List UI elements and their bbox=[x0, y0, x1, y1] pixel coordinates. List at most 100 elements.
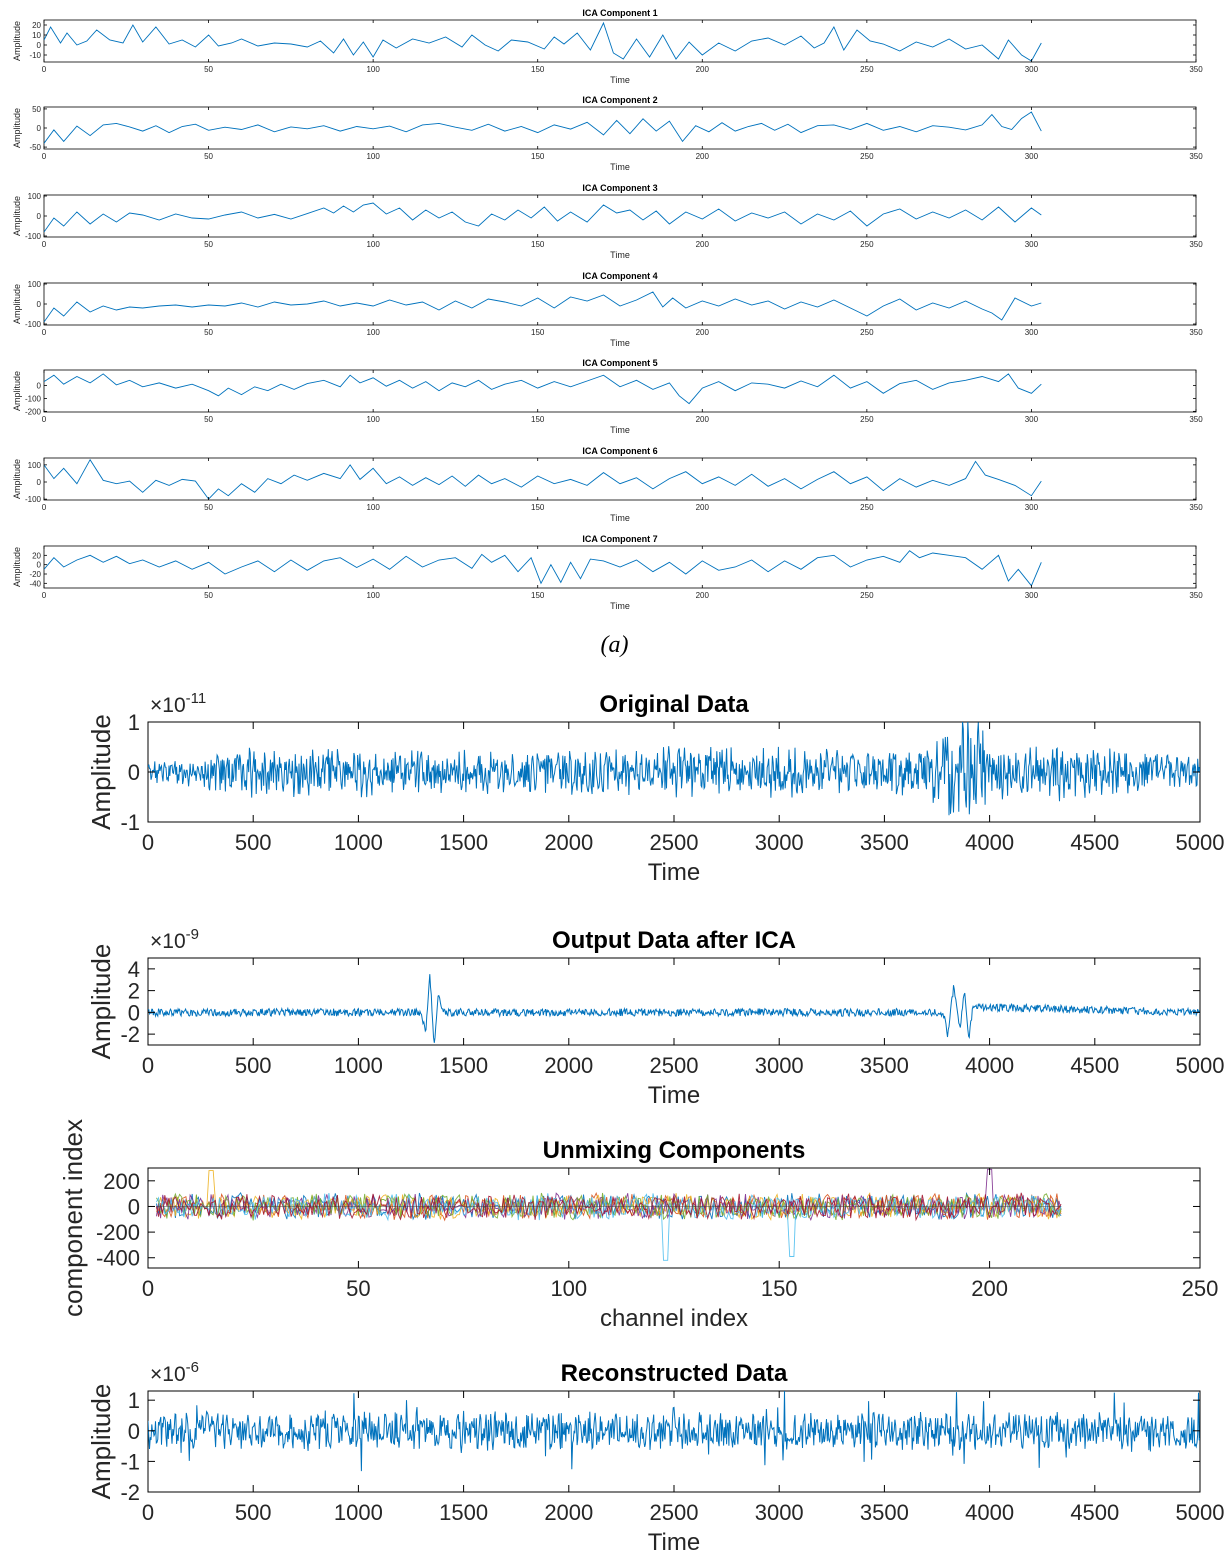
exponent-value: -11 bbox=[186, 690, 207, 707]
chart-title: ICA Component 4 bbox=[582, 271, 657, 281]
x-tick-label: 150 bbox=[761, 1276, 798, 1301]
x-tick-label: 50 bbox=[204, 152, 213, 161]
axes-box bbox=[43, 545, 1197, 589]
x-tick-label: 2500 bbox=[650, 1500, 699, 1525]
x-tick-label: 150 bbox=[531, 65, 545, 74]
x-axis-label: Time bbox=[648, 1082, 700, 1109]
x-tick-label: 100 bbox=[366, 591, 380, 600]
x-tick-label: 150 bbox=[531, 328, 545, 337]
x-tick-label: 2500 bbox=[650, 830, 699, 855]
x-tick-label: 2000 bbox=[544, 830, 593, 855]
x-tick-label: 1500 bbox=[439, 1053, 488, 1078]
series-line bbox=[44, 111, 1042, 144]
x-tick-label: 1000 bbox=[334, 1053, 383, 1078]
x-tick-label: 250 bbox=[860, 503, 874, 512]
axes-box bbox=[43, 369, 1197, 413]
x-tick-label: 350 bbox=[1189, 328, 1203, 337]
y-tick-label: 4 bbox=[128, 957, 140, 982]
chart-title: Output Data after ICA bbox=[552, 927, 796, 954]
x-tick-label: 150 bbox=[531, 503, 545, 512]
x-tick-label: 350 bbox=[1189, 240, 1203, 249]
x-tick-label: 3500 bbox=[860, 1500, 909, 1525]
y-tick-label: 1 bbox=[128, 710, 140, 735]
x-tick-label: 4000 bbox=[965, 830, 1014, 855]
x-tick-label: 0 bbox=[42, 591, 47, 600]
series-line bbox=[44, 21, 1042, 62]
x-tick-label: 200 bbox=[696, 415, 710, 424]
x-tick-label: 5000 bbox=[1176, 1053, 1225, 1078]
x-tick-label: 50 bbox=[204, 415, 213, 424]
x-axis-label: Time bbox=[610, 338, 630, 348]
y-tick-label: 1 bbox=[128, 1388, 140, 1413]
chart-title: Original Data bbox=[599, 691, 749, 718]
y-tick-label: 100 bbox=[28, 192, 42, 201]
x-tick-label: 4500 bbox=[1070, 1053, 1119, 1078]
x-axis-label: Time bbox=[610, 250, 630, 260]
chart-title: ICA Component 3 bbox=[582, 183, 657, 193]
x-tick-label: 200 bbox=[696, 328, 710, 337]
caption-a: (a) bbox=[600, 632, 629, 658]
y-tick-label: 10 bbox=[32, 31, 41, 40]
x-axis-label: Time bbox=[648, 1529, 700, 1556]
data-layer bbox=[44, 111, 1042, 144]
y-axis-label: Amplitude bbox=[86, 944, 116, 1060]
axes-box bbox=[147, 957, 1201, 1046]
y-tick-label: 0 bbox=[37, 124, 42, 133]
x-tick-label: 250 bbox=[860, 328, 874, 337]
exponent-value: -6 bbox=[186, 1359, 199, 1376]
y-tick-label: 2 bbox=[128, 979, 140, 1004]
y-tick-label: -200 bbox=[25, 407, 42, 416]
x-tick-label: 100 bbox=[366, 240, 380, 249]
x-tick-label: 3000 bbox=[755, 1500, 804, 1525]
x-tick-label: 250 bbox=[1182, 1276, 1219, 1301]
exponent-label: ×10-6 bbox=[150, 1359, 199, 1386]
x-tick-label: 300 bbox=[1025, 591, 1039, 600]
x-tick-label: 150 bbox=[531, 591, 545, 600]
x-tick-label: 1500 bbox=[439, 830, 488, 855]
y-axis-label: Amplitude bbox=[86, 714, 116, 830]
y-axis-label: Amplitude bbox=[12, 547, 22, 587]
y-axis-label: Amplitude bbox=[12, 196, 22, 236]
axes-box bbox=[147, 1167, 1201, 1269]
x-tick-label: 50 bbox=[346, 1276, 370, 1301]
x-tick-label: 150 bbox=[531, 152, 545, 161]
x-tick-label: 250 bbox=[860, 415, 874, 424]
axes-box bbox=[43, 106, 1197, 150]
axes-box bbox=[43, 19, 1197, 63]
chart-2 bbox=[43, 106, 1197, 150]
x-tick-label: 500 bbox=[235, 1500, 272, 1525]
series-line bbox=[148, 974, 1200, 1043]
x-tick-label: 350 bbox=[1189, 415, 1203, 424]
axes-box bbox=[43, 282, 1197, 326]
y-axis-label: component index bbox=[58, 1119, 88, 1317]
x-axis-label: channel index bbox=[600, 1305, 748, 1332]
chart-title: ICA Component 1 bbox=[582, 8, 657, 18]
x-tick-label: 350 bbox=[1189, 152, 1203, 161]
x-tick-label: 150 bbox=[531, 415, 545, 424]
y-tick-label: 20 bbox=[32, 21, 41, 30]
x-tick-label: 200 bbox=[696, 591, 710, 600]
x-tick-label: 100 bbox=[366, 503, 380, 512]
x-tick-label: 250 bbox=[860, 65, 874, 74]
y-tick-label: 20 bbox=[32, 551, 41, 560]
y-axis-label: Amplitude bbox=[12, 108, 22, 148]
x-tick-label: 0 bbox=[142, 830, 154, 855]
chart-4 bbox=[43, 282, 1197, 326]
x-axis-label: Time bbox=[610, 75, 630, 85]
y-tick-label: 0 bbox=[37, 382, 42, 391]
x-tick-label: 250 bbox=[860, 591, 874, 600]
data-layer bbox=[148, 1391, 1200, 1472]
y-tick-label: 0 bbox=[37, 478, 42, 487]
x-tick-label: 0 bbox=[142, 1276, 154, 1301]
y-tick-label: -100 bbox=[25, 320, 42, 329]
x-tick-label: 1000 bbox=[334, 1500, 383, 1525]
y-tick-label: 100 bbox=[28, 461, 42, 470]
x-tick-label: 300 bbox=[1025, 415, 1039, 424]
x-tick-label: 300 bbox=[1025, 503, 1039, 512]
x-tick-label: 500 bbox=[235, 1053, 272, 1078]
exponent-label: ×10-9 bbox=[150, 926, 199, 953]
y-axis-label: Amplitude bbox=[12, 371, 22, 411]
chart-title: ICA Component 7 bbox=[582, 534, 657, 544]
x-tick-label: 3000 bbox=[755, 1053, 804, 1078]
x-tick-label: 500 bbox=[235, 830, 272, 855]
